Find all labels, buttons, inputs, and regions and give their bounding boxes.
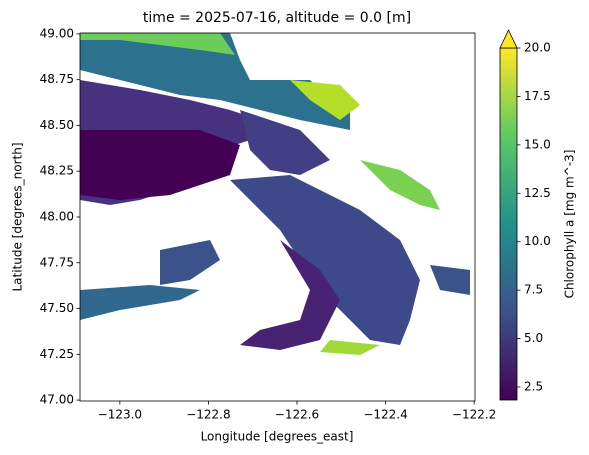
x-tick-label: −122.6 — [275, 408, 319, 422]
raster — [80, 33, 470, 355]
x-tick-label: −122.8 — [186, 408, 230, 422]
x-axis-label: Longitude [degrees_east] — [201, 430, 354, 444]
y-tick-label: 48.50 — [40, 118, 74, 132]
colorbar — [499, 47, 518, 401]
y-tick-label: 47.25 — [40, 347, 74, 361]
colorbar-tick-label: 17.5 — [524, 89, 551, 103]
y-tick-label: 48.00 — [40, 210, 74, 224]
colorbar-tick-label: 12.5 — [524, 186, 551, 200]
y-tick-label: 47.50 — [40, 301, 74, 315]
colorbar-tick-label: 20.0 — [524, 41, 551, 55]
x-tick-label: −122.2 — [452, 408, 496, 422]
y-tick-label: 48.75 — [40, 72, 74, 86]
chart-title: time = 2025-07-16, altitude = 0.0 [m] — [143, 10, 411, 26]
y-axis-label: Latitude [degrees_north] — [11, 142, 25, 291]
colorbar-tick-label: 10.0 — [524, 234, 551, 248]
colorbar-tick-label: 7.5 — [524, 283, 543, 297]
y-tick-label: 48.25 — [40, 164, 74, 178]
y-tick-label: 47.75 — [40, 255, 74, 269]
colorbar-tick-label: 5.0 — [524, 331, 543, 345]
colorbar-extend — [499, 29, 518, 49]
colorbar-label: Chlorophyll a [mg m^-3] — [563, 150, 577, 299]
x-tick-label: −123.0 — [98, 408, 142, 422]
colorbar-tick-label: 2.5 — [524, 380, 543, 394]
y-tick-label: 47.00 — [40, 393, 74, 407]
x-tick-label: −122.4 — [363, 408, 407, 422]
y-tick-label: 49.00 — [40, 26, 74, 40]
colorbar-tick-label: 15.0 — [524, 137, 551, 151]
